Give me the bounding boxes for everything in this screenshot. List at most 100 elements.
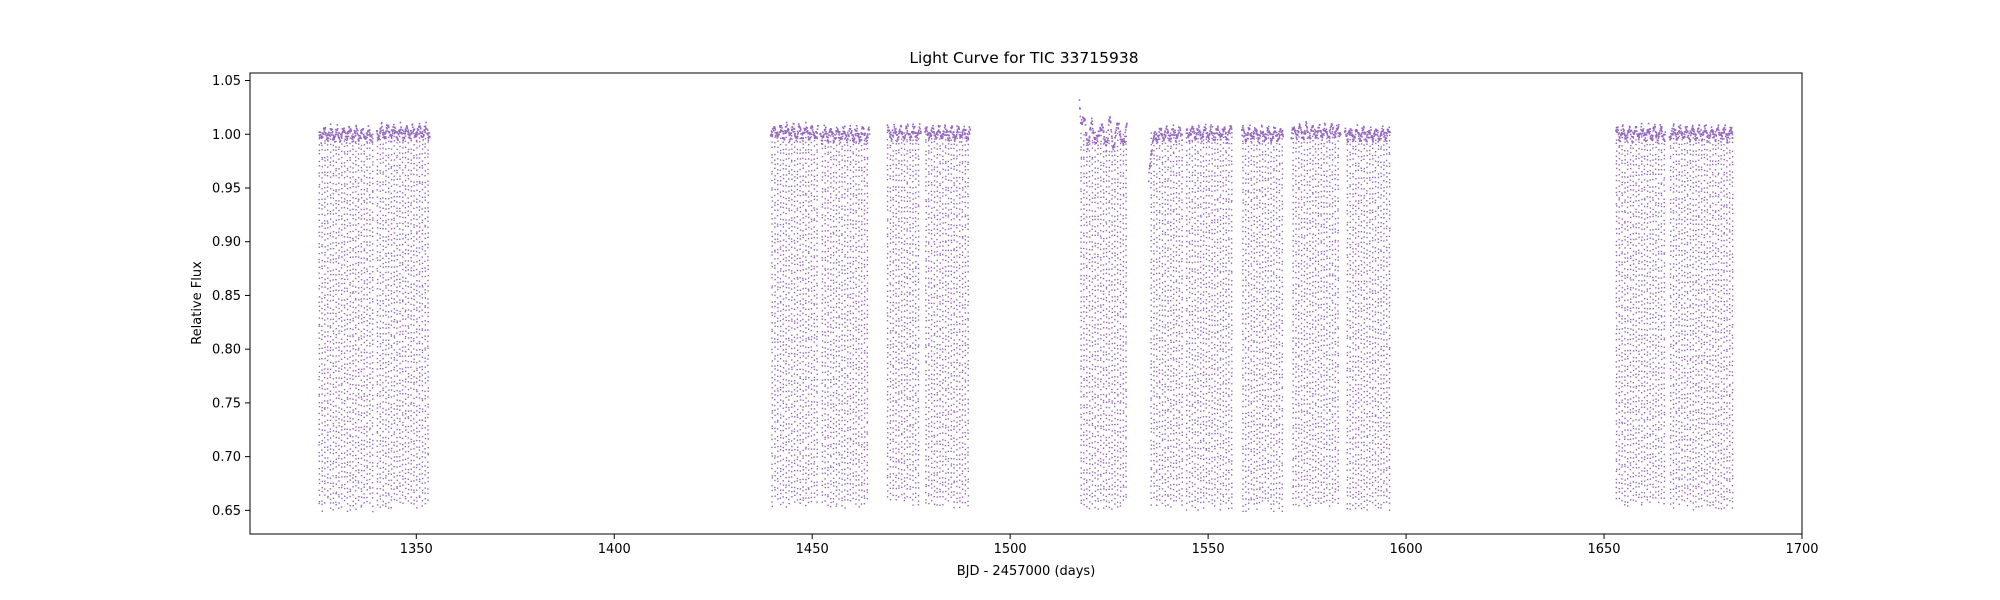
eclipse-point xyxy=(774,457,776,459)
eclipse-point xyxy=(349,231,351,233)
eclipse-point xyxy=(354,454,357,457)
eclipse-point xyxy=(824,450,826,452)
flux-point xyxy=(336,124,339,126)
eclipse-point xyxy=(805,385,807,388)
eclipse-point xyxy=(827,202,829,204)
flux-point xyxy=(806,127,809,129)
eclipse-point xyxy=(387,353,390,356)
eclipse-point xyxy=(384,468,387,470)
eclipse-point xyxy=(390,153,393,156)
eclipse-point xyxy=(376,303,379,305)
eclipse-point xyxy=(404,166,407,169)
eclipse-point xyxy=(396,413,398,415)
eclipse-point xyxy=(813,249,816,251)
eclipse-point xyxy=(349,273,351,275)
eclipse-point xyxy=(777,286,779,288)
flux-point xyxy=(413,128,416,130)
eclipse-point xyxy=(782,148,785,151)
eclipse-point xyxy=(829,135,832,137)
eclipse-point xyxy=(385,279,387,281)
eclipse-point xyxy=(396,424,399,426)
eclipse-point xyxy=(332,279,334,281)
eclipse-point xyxy=(793,259,796,262)
eclipse-point xyxy=(790,412,793,415)
eclipse-point xyxy=(790,394,793,396)
eclipse-point xyxy=(404,260,407,262)
eclipse-point xyxy=(407,249,410,251)
eclipse-point xyxy=(799,257,801,259)
eclipse-point xyxy=(329,254,332,256)
eclipse-point xyxy=(324,191,326,194)
eclipse-point xyxy=(774,495,776,497)
eclipse-point xyxy=(324,164,326,167)
eclipse-point xyxy=(379,467,382,469)
eclipse-point xyxy=(788,329,790,332)
eclipse-point xyxy=(771,156,773,159)
eclipse-point xyxy=(324,462,326,464)
eclipse-point xyxy=(341,402,343,404)
eclipse-point xyxy=(404,135,407,137)
eclipse-point xyxy=(393,342,395,344)
eclipse-point xyxy=(326,182,329,185)
eclipse-point xyxy=(782,354,785,356)
eclipse-point xyxy=(357,482,360,484)
eclipse-point xyxy=(829,247,832,249)
eclipse-point xyxy=(416,349,418,351)
eclipse-point xyxy=(424,156,426,159)
eclipse-point xyxy=(833,482,835,484)
eclipse-point xyxy=(321,380,323,382)
eclipse-point xyxy=(396,445,398,447)
eclipse-point xyxy=(379,390,381,393)
eclipse-point xyxy=(830,326,832,328)
eclipse-point xyxy=(402,184,404,186)
eclipse-point xyxy=(427,156,429,158)
flux-point xyxy=(774,127,776,130)
eclipse-point xyxy=(805,228,807,230)
eclipse-point xyxy=(816,174,818,177)
eclipse-point xyxy=(379,300,382,302)
flux-point xyxy=(399,131,401,133)
eclipse-point xyxy=(827,486,829,489)
eclipse-point xyxy=(832,466,835,469)
eclipse-point xyxy=(321,135,323,137)
eclipse-point xyxy=(410,366,412,369)
eclipse-point xyxy=(376,287,379,290)
eclipse-point xyxy=(393,291,395,294)
eclipse-point xyxy=(338,455,340,457)
eclipse-point xyxy=(399,196,401,198)
eclipse-point xyxy=(324,364,326,366)
eclipse-point xyxy=(791,262,793,264)
eclipse-point xyxy=(402,307,404,310)
eclipse-point xyxy=(385,165,387,167)
eclipse-point xyxy=(335,466,337,468)
eclipse-point xyxy=(824,307,826,309)
eclipse-point xyxy=(349,187,351,189)
eclipse-point xyxy=(360,463,363,466)
eclipse-point xyxy=(808,385,810,387)
eclipse-point xyxy=(418,247,421,249)
eclipse-point xyxy=(419,306,421,308)
eclipse-point xyxy=(793,278,796,280)
flux-point xyxy=(381,129,384,132)
eclipse-point xyxy=(410,489,413,491)
eclipse-point xyxy=(388,501,390,504)
eclipse-point xyxy=(424,390,426,393)
eclipse-point xyxy=(810,141,813,144)
eclipse-point xyxy=(379,440,382,442)
eclipse-point xyxy=(410,162,412,165)
eclipse-point xyxy=(332,318,335,320)
eclipse-point xyxy=(338,425,340,427)
eclipse-point xyxy=(327,490,329,492)
eclipse-point xyxy=(404,370,407,372)
eclipse-point xyxy=(357,317,360,319)
eclipse-point xyxy=(805,136,807,139)
eclipse-point xyxy=(385,175,387,177)
eclipse-point xyxy=(326,407,329,409)
flux-point xyxy=(856,127,858,130)
eclipse-point xyxy=(405,429,407,431)
eclipse-point xyxy=(824,188,826,190)
eclipse-point xyxy=(366,422,368,424)
eclipse-point xyxy=(821,203,824,206)
eclipse-point xyxy=(382,494,384,496)
eclipse-point xyxy=(793,131,796,133)
